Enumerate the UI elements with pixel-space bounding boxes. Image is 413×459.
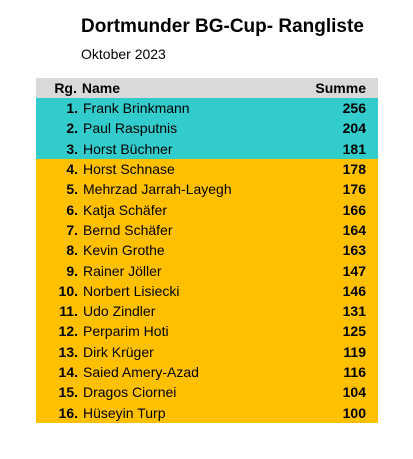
rank-cell: 2.	[66, 120, 78, 137]
sum-cell: 163	[342, 242, 366, 259]
sum-cell: 181	[342, 140, 366, 157]
rank-cell: 11.	[59, 303, 78, 320]
table-row: 14. Saied Amery-Azad 116	[36, 361, 378, 383]
rank-cell: 16.	[58, 404, 78, 421]
name-cell: Dragos Ciornei	[83, 384, 177, 401]
sum-cell: 146	[342, 282, 366, 299]
sum-cell: 147	[342, 262, 366, 279]
name-cell: Horst Büchner	[83, 140, 173, 157]
column-header-rank: Rg.	[54, 80, 77, 96]
table-row: 8. Kevin Grothe 163	[36, 240, 378, 261]
table-row: 4. Horst Schnase 178	[36, 158, 378, 180]
column-header-name: Name	[81, 80, 121, 96]
table-row: 12. Perparim Hoti 125	[36, 321, 378, 342]
name-cell: Perparim Hoti	[83, 323, 169, 340]
ranking-table: Rg. Name Summe 1. Frank Brinkmann 256 2. Pau…	[36, 78, 378, 423]
name-cell: Rainer Jöller	[83, 262, 162, 279]
rank-cell: 15.	[58, 384, 78, 401]
rank-cell: 3.	[66, 140, 78, 157]
page-title: Dortmunder BG-Cup- Rangliste	[81, 16, 364, 37]
rank-cell: 8.	[66, 242, 78, 259]
rank-cell: 13.	[58, 343, 78, 360]
name-cell: Hüseyin Turp	[83, 404, 166, 421]
sum-cell: 178	[342, 161, 366, 178]
sum-cell: 100	[342, 404, 366, 421]
table-row: 9. Rainer Jöller 147	[36, 260, 378, 281]
name-cell: Mehrzad Jarrah-Layegh	[83, 181, 232, 198]
table-row: 5. Mehrzad Jarrah-Layegh 176	[36, 179, 378, 200]
table-row: 2. Paul Rasputnis 204	[36, 118, 378, 139]
table-header: Rg. Name Summe	[36, 78, 378, 98]
table-row: 7. Bernd Schäfer 164	[36, 219, 378, 241]
table-row: 11. Udo Zindler 131	[36, 300, 378, 322]
sum-cell: 204	[342, 120, 366, 137]
table-row: 3. Horst Büchner 181	[36, 138, 378, 159]
name-cell: Dirk Krüger	[83, 343, 154, 360]
rank-cell: 6.	[66, 201, 78, 218]
rank-cell: 12.	[58, 323, 78, 340]
page-subtitle: Oktober 2023	[81, 46, 166, 62]
name-cell: Horst Schnase	[83, 161, 175, 178]
sum-cell: 119	[343, 343, 366, 360]
table-row: 16. Hüseyin Turp 100	[36, 402, 378, 423]
name-cell: Norbert Lisiecki	[83, 282, 180, 299]
name-cell: Frank Brinkmann	[83, 100, 190, 117]
sum-cell: 104	[342, 384, 366, 401]
sum-cell: 164	[342, 221, 366, 238]
table-row: 15. Dragos Ciornei 104	[36, 382, 378, 403]
rank-cell: 14.	[58, 364, 78, 380]
sum-cell: 125	[342, 323, 366, 340]
sum-cell: 116	[343, 364, 366, 380]
table-row: 10. Norbert Lisiecki 146	[36, 280, 378, 301]
rank-cell: 1.	[66, 100, 78, 117]
sum-cell: 176	[342, 181, 366, 198]
name-cell: Bernd Schäfer	[83, 221, 173, 238]
sum-cell: 166	[342, 201, 366, 218]
rank-cell: 10.	[58, 282, 78, 299]
name-cell: Katja Schäfer	[83, 201, 168, 218]
column-header-sum: Summe	[315, 80, 366, 96]
table-row: 1. Frank Brinkmann 256	[36, 98, 378, 119]
sum-cell: 131	[342, 303, 366, 320]
name-cell: Paul Rasputnis	[83, 120, 178, 137]
rank-cell: 4.	[66, 161, 78, 178]
name-cell: Udo Zindler	[83, 303, 156, 320]
table-row: 13. Dirk Krüger 119	[36, 341, 378, 362]
name-cell: Kevin Grothe	[83, 242, 165, 259]
sum-cell: 256	[342, 100, 366, 117]
rank-cell: 9.	[66, 262, 78, 279]
rank-cell: 5.	[66, 181, 78, 198]
table-row: 6. Katja Schäfer 166	[36, 199, 378, 220]
rank-cell: 7.	[66, 221, 78, 238]
table-body: 1. Frank Brinkmann 256 2. Paul Rasputnis 204 3…	[36, 98, 378, 423]
name-cell: Saied Amery-Azad	[83, 364, 199, 380]
